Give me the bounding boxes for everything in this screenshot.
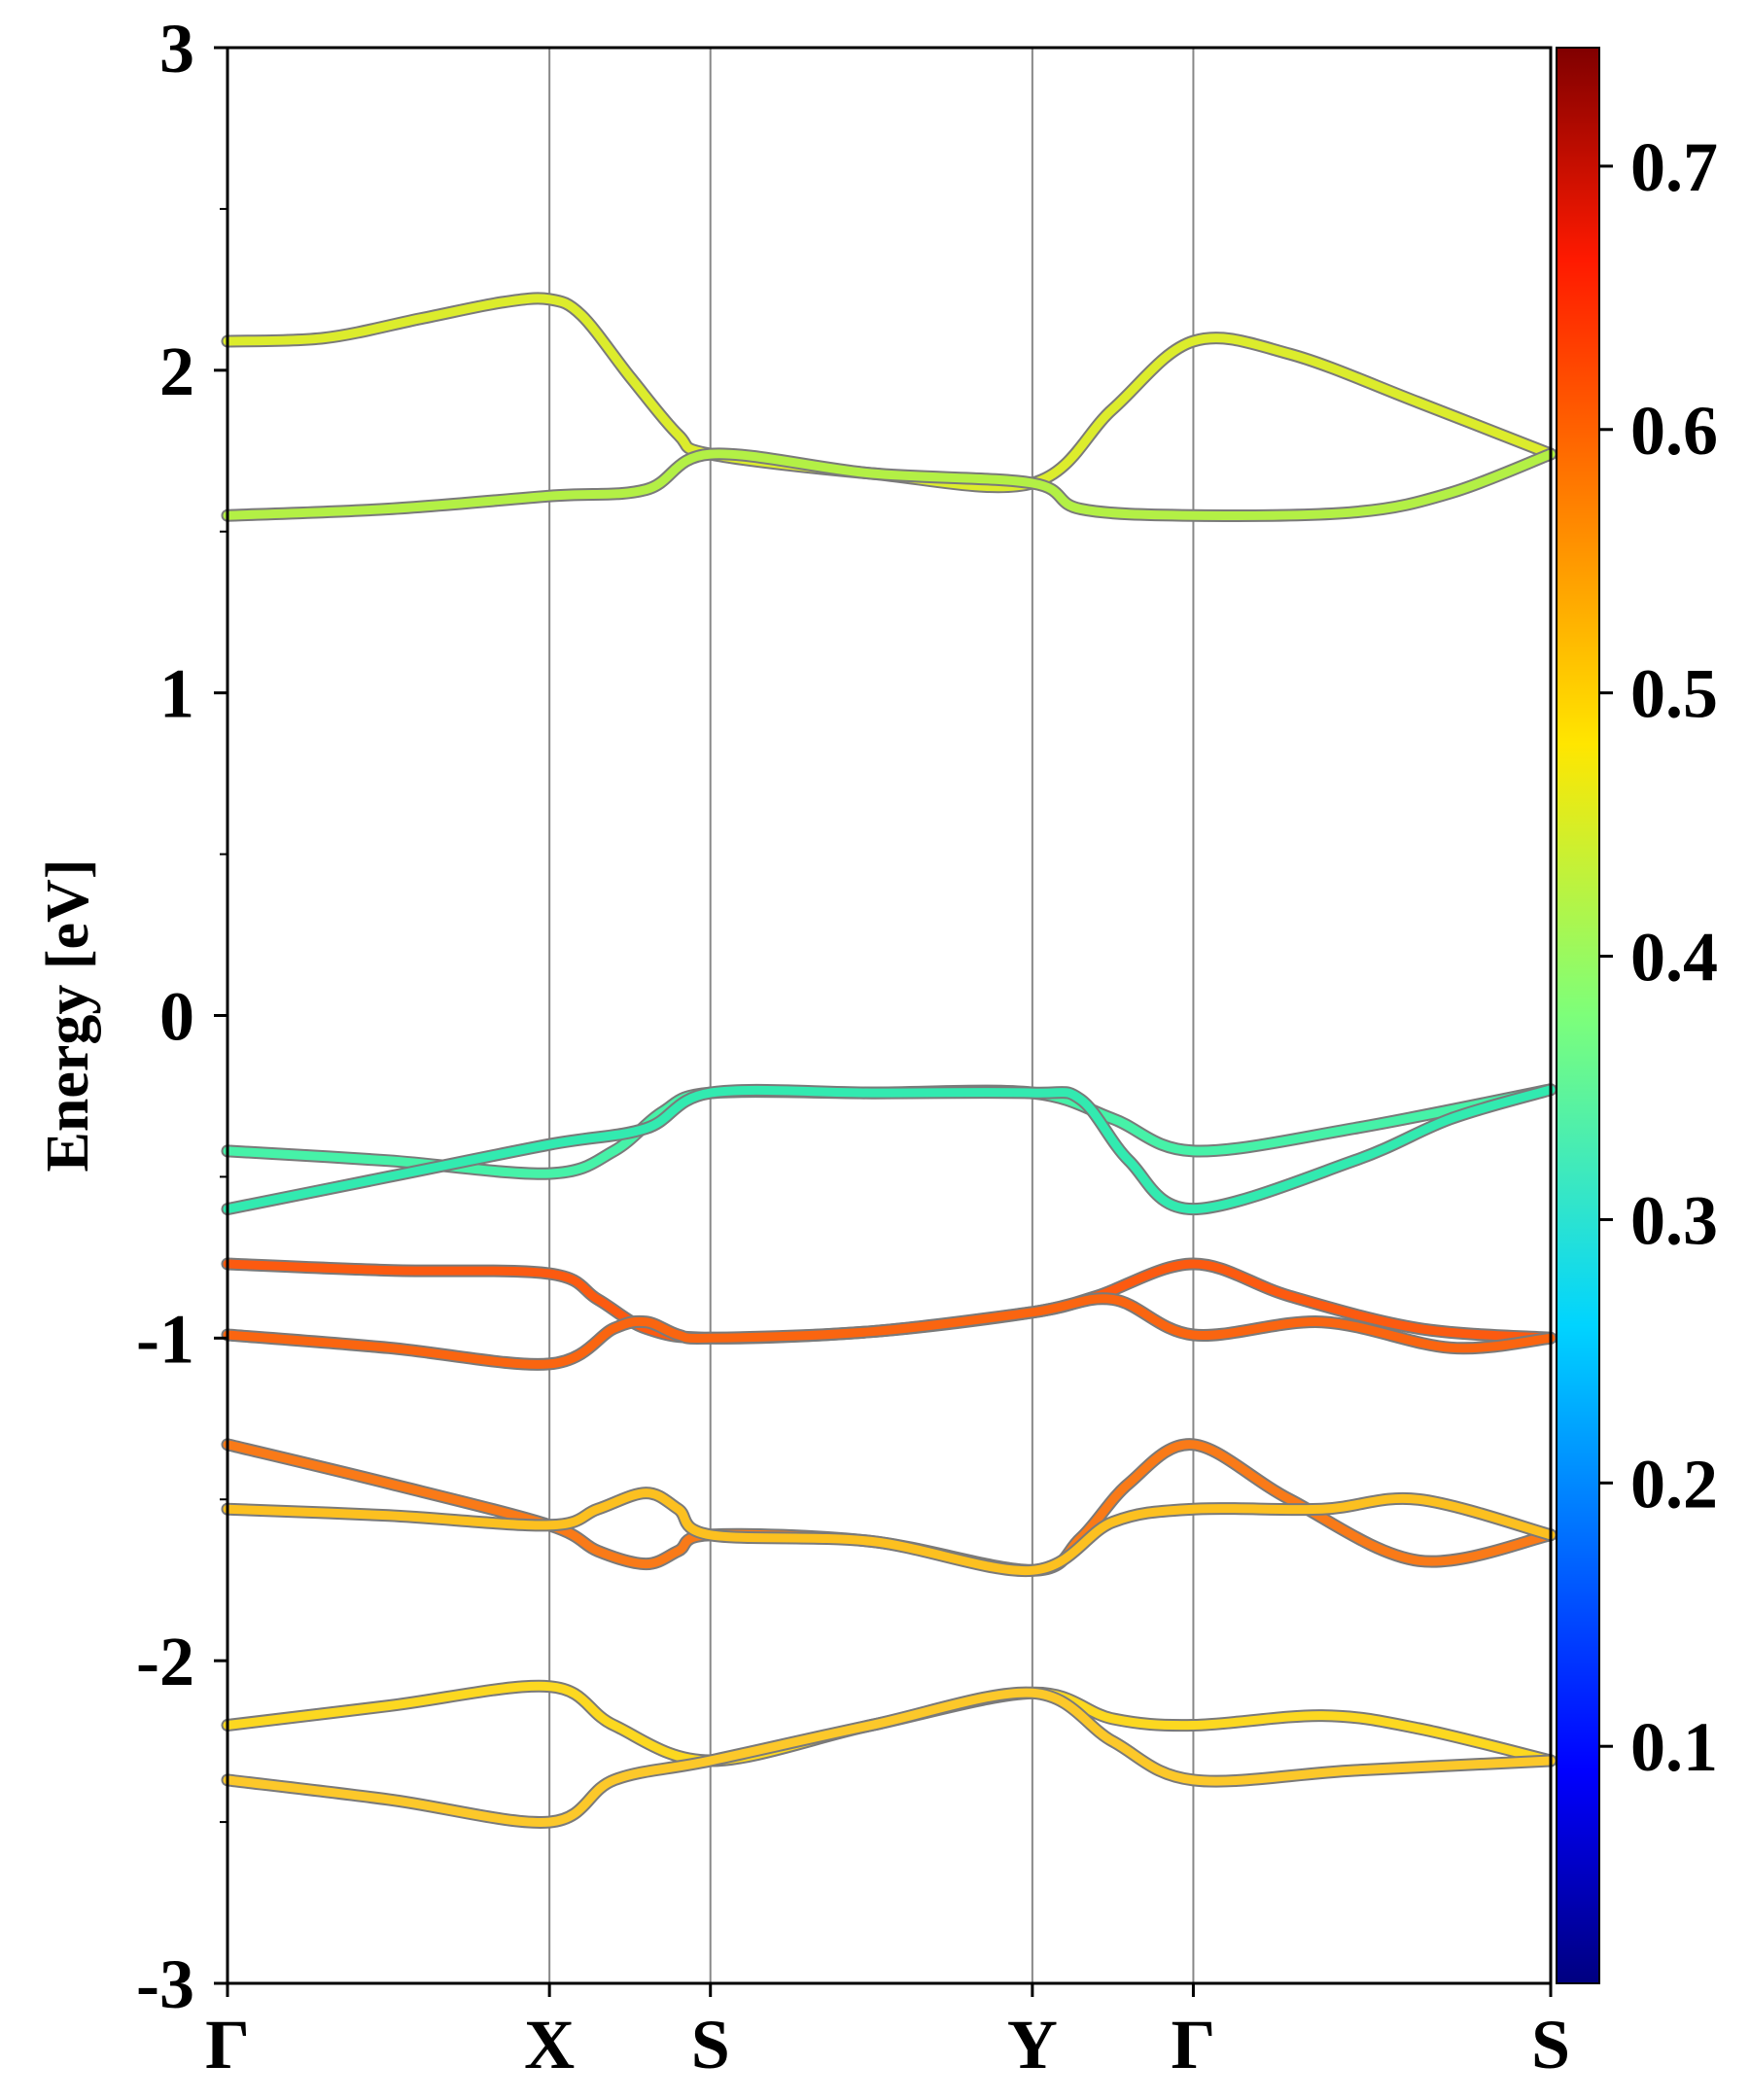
colorbar-ticks: 0.7 0.6 0.5 0.4 0.3 0.2 0.1 [1599, 128, 1718, 1786]
y-tick-label: 3 [159, 10, 194, 88]
x-tick-label: Γ [1172, 2006, 1216, 2083]
band-outline [221, 1083, 1558, 1216]
colorbar-tick-label: 0.5 [1630, 655, 1718, 733]
colorbar [1556, 47, 1600, 1984]
y-axis-ticks: 3 2 1 0 -1 -2 -3 [136, 10, 228, 2023]
x-tick-label: S [691, 2006, 730, 2083]
colorbar-tick-label: 0.1 [1630, 1708, 1718, 1786]
y-tick-label: 1 [159, 655, 194, 733]
colorbar-tick-label: 0.7 [1630, 128, 1718, 206]
kpoint-divider-lines [548, 48, 1195, 1983]
band-line [223, 294, 1556, 492]
band-outline [221, 292, 1558, 494]
colorbar-tick-label: 0.2 [1630, 1445, 1718, 1522]
band-line [223, 1294, 1556, 1369]
y-tick-label: -3 [136, 1945, 194, 2023]
x-tick-label: Y [1007, 2006, 1058, 2083]
y-axis-label: Energy [eV] [35, 859, 101, 1172]
plot-frame [226, 46, 1553, 1985]
colorbar-tick-label: 0.6 [1630, 392, 1718, 470]
y-tick-label: 2 [159, 332, 194, 410]
y-tick-label: 0 [159, 978, 194, 1056]
x-tick-label: S [1531, 2006, 1570, 2083]
x-tick-label: X [524, 2006, 575, 2083]
colorbar-tick-label: 0.3 [1630, 1181, 1718, 1259]
y-tick-label: -2 [136, 1623, 194, 1700]
band-lines [221, 292, 1558, 1829]
y-tick-label: -1 [136, 1300, 194, 1378]
band-line [223, 1688, 1556, 1827]
band-line [223, 449, 1556, 520]
colorbar-tick-label: 0.4 [1630, 919, 1718, 997]
band-line [223, 1085, 1556, 1214]
band-line [223, 1488, 1556, 1576]
x-tick-label: Γ [205, 2006, 250, 2083]
